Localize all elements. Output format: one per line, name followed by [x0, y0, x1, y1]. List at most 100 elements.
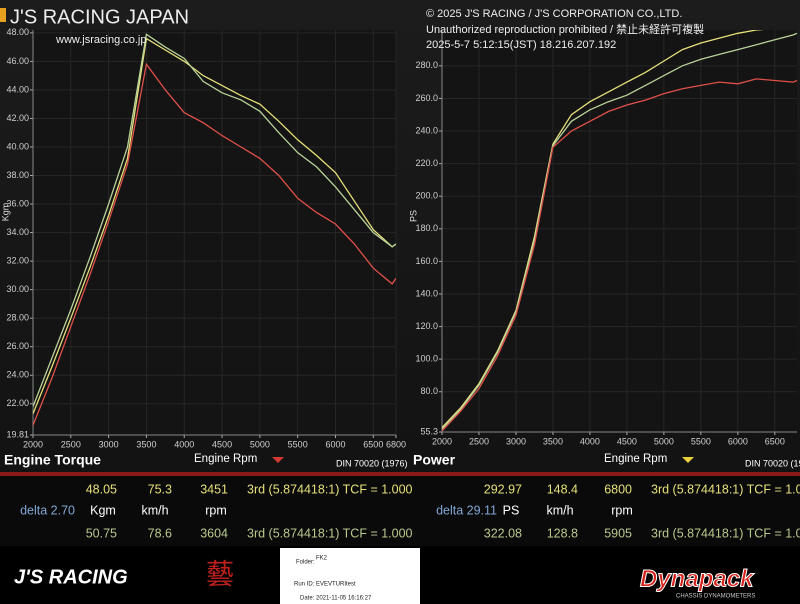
value: 6800: [604, 482, 632, 496]
chart-title: Power: [413, 452, 456, 468]
value: 3451: [200, 482, 228, 496]
gear-info: 3rd (5.874418:1) TCF = 1.000: [247, 482, 413, 496]
x-tick-label: 4000: [580, 436, 600, 446]
series-line: [33, 37, 396, 414]
brand-mark: [0, 8, 6, 22]
x-tick-label: 6500: [765, 436, 785, 446]
gear-info: 3rd (5.874418:1) TCF = 1.000: [651, 482, 800, 496]
brand: J'S RACING JAPAN: [10, 6, 189, 28]
value: 128.8: [547, 526, 578, 540]
run-date: Date: 2021-11-05 16:16:27: [300, 596, 372, 602]
value: 148.4: [547, 482, 578, 496]
x-axis-label: Engine Rpm: [194, 453, 257, 465]
chart: 19.81 22.00 24.00 26.00 28.00 30.00 32.00 34.00…: [6, 27, 406, 449]
standard-note: DIN 70020 (1976): [745, 458, 800, 468]
y-axis-label: Kgm: [0, 203, 10, 222]
x-tick-label: 6000: [325, 439, 345, 449]
dynapack-logo: Dynapack: [640, 565, 755, 592]
series-line: [33, 33, 396, 407]
series-line: [33, 62, 396, 426]
value: 3604: [200, 526, 228, 540]
footer-logo: J'S RACING: [14, 566, 128, 588]
y-tick-label: 44.00: [6, 84, 29, 94]
y-tick-label: 34.00: [6, 227, 29, 237]
x-tick-label: 4000: [174, 439, 194, 449]
y-axis-label: PS: [408, 210, 418, 222]
y-tick-label: 38.00: [6, 170, 29, 180]
y-tick-label: 42.00: [6, 113, 29, 123]
value: 5905: [604, 526, 632, 540]
chart: 55.3 80.0 100.0 120.0 140.0 160.0 180.0 200.0 22…: [415, 30, 798, 446]
value: 50.75: [86, 526, 117, 540]
x-tick-label: 2000: [23, 439, 43, 449]
delta: delta 2.70: [20, 503, 75, 517]
x-tick-label: 6500: [363, 439, 383, 449]
divider: [0, 472, 800, 476]
x-tick-label: 6800: [386, 439, 406, 449]
copyright: © 2025 J'S RACING / J'S CORPORATION CO.,…: [426, 8, 682, 20]
y-tick-label: 220.0: [415, 158, 438, 168]
folder: FK2: [316, 556, 328, 562]
run-info-box: [280, 548, 420, 604]
x-tick-label: 2500: [469, 436, 489, 446]
folder-label: Folder:: [296, 560, 315, 566]
charts: 19.81 22.00 24.00 26.00 28.00 30.00 32.00 34.00…: [6, 27, 798, 449]
x-tick-label: 2000: [432, 436, 452, 446]
indicator: [272, 457, 284, 463]
x-tick-label: 2500: [61, 439, 81, 449]
run-id: Run ID: EVEVTURItest: [294, 582, 356, 588]
y-tick-label: 48.00: [6, 27, 29, 37]
y-tick-label: 180.0: [415, 223, 438, 233]
series-line: [442, 30, 764, 429]
y-tick-label: 40.00: [6, 141, 29, 151]
x-tick-label: 3000: [99, 439, 119, 449]
value: 322.08: [484, 526, 522, 540]
x-tick-label: 5000: [654, 436, 674, 446]
readout: 292.97 148.4 6800 3rd (5.874418:1) TCF =…: [436, 482, 800, 540]
y-tick-label: 30.00: [6, 284, 29, 294]
unit: km/h: [141, 503, 168, 517]
y-tick-label: 100.0: [415, 354, 438, 364]
x-tick-label: 4500: [212, 439, 232, 449]
y-tick-label: 36.00: [6, 198, 29, 208]
unit: km/h: [546, 503, 573, 517]
y-tick-label: 24.00: [6, 370, 29, 380]
value: 75.3: [148, 482, 172, 496]
value: 292.97: [484, 482, 522, 496]
indicator: [682, 457, 694, 463]
y-tick-label: 22.00: [6, 398, 29, 408]
y-tick-label: 260.0: [415, 93, 438, 103]
unit: PS: [503, 503, 520, 517]
footer-kanji: 藝: [206, 558, 234, 589]
readout-panel: [0, 476, 800, 546]
x-tick-label: 3500: [543, 436, 563, 446]
y-tick-label: 120.0: [415, 321, 438, 331]
value: 48.05: [86, 482, 117, 496]
x-axis-label: Engine Rpm: [604, 453, 667, 465]
series-line: [442, 32, 798, 430]
notice: Unauthorized reproduction prohibited / 禁…: [426, 22, 704, 36]
y-tick-label: 32.00: [6, 255, 29, 265]
unit: rpm: [205, 503, 227, 517]
x-tick-label: 5000: [250, 439, 270, 449]
standard-note: DIN 70020 (1976): [336, 458, 408, 468]
y-tick-label: 55.3: [420, 426, 438, 436]
x-tick-label: 5500: [691, 436, 711, 446]
series-line: [442, 78, 798, 432]
y-tick-label: 240.0: [415, 125, 438, 135]
unit: Kgm: [90, 503, 116, 517]
dynapack-sub: CHASSIS DYNAMOMETERS: [676, 594, 755, 600]
gear-info: 3rd (5.874418:1) TCF = 1.000: [651, 526, 800, 540]
unit: rpm: [611, 503, 633, 517]
x-tick-label: 3000: [506, 436, 526, 446]
readout: 48.05 75.3 3451 3rd (5.874418:1) TCF = 1…: [20, 482, 412, 540]
x-tick-label: 4500: [617, 436, 637, 446]
x-tick-label: 3500: [136, 439, 156, 449]
y-tick-label: 26.00: [6, 341, 29, 351]
delta: delta 29.11: [436, 503, 497, 517]
y-tick-label: 46.00: [6, 56, 29, 66]
url: www.jsracing.co.jp: [55, 34, 146, 46]
value: 78.6: [148, 526, 172, 540]
y-tick-label: 80.0: [420, 386, 438, 396]
